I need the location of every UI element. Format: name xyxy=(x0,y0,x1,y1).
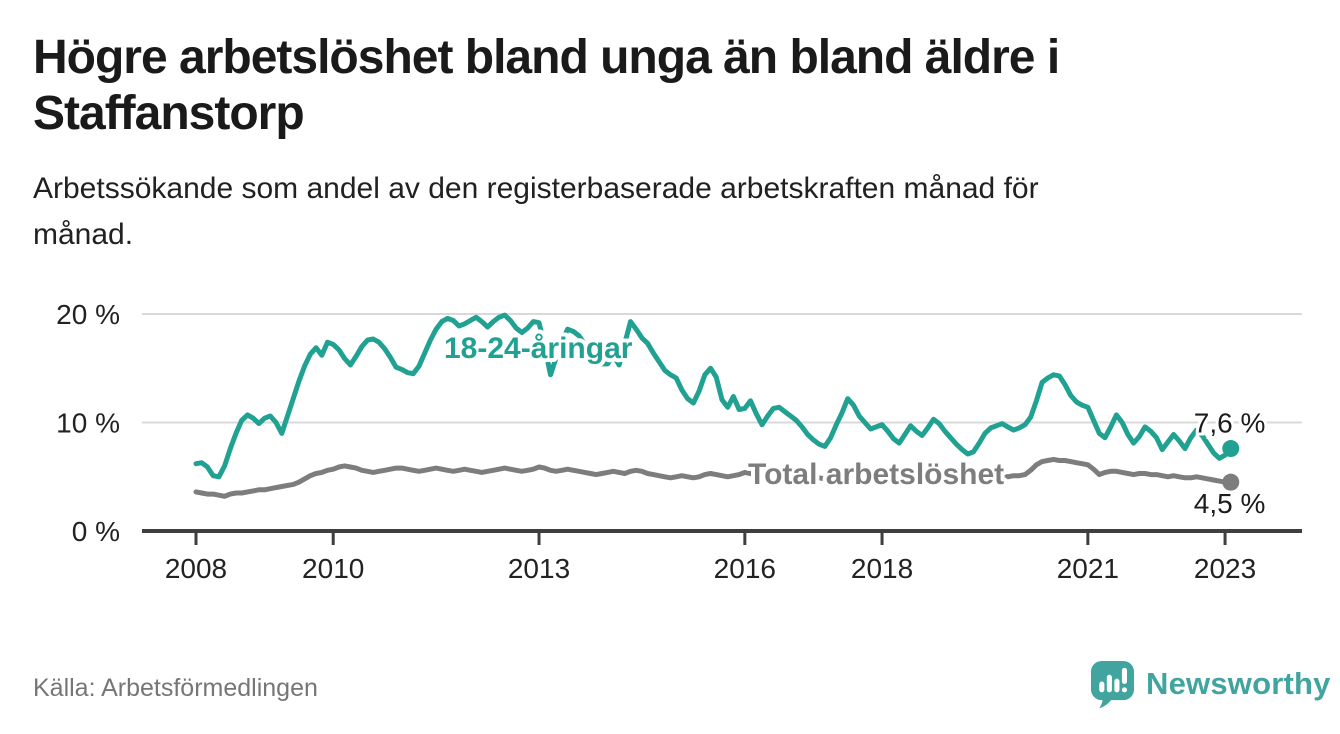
newsworthy-wordmark: Newsworthy xyxy=(1146,666,1331,701)
x-tick-label-2023: 2023 xyxy=(1194,553,1256,584)
end-dot-total xyxy=(1222,473,1240,491)
series-line-total-arbetsl-shet xyxy=(193,456,1234,499)
series-label-total: Total arbetslöshet xyxy=(748,458,1004,491)
page-title-line-2: Staffanstorp xyxy=(33,87,305,140)
page-title-line-1: Högre arbetslöshet bland unga än bland ä… xyxy=(33,31,1060,84)
series-label-youth: 18-24-åringar xyxy=(444,332,633,365)
y-tick-label-10: 10 % xyxy=(56,408,120,439)
page-subtitle: Arbetssökande som andel av den registerb… xyxy=(33,166,1039,258)
newsworthy-logo: Newsworthy xyxy=(1089,656,1331,712)
y-tick-label-0: 0 % xyxy=(72,516,120,547)
end-value-label-total: 4,5 % xyxy=(1194,488,1266,519)
bar-chart-glyph xyxy=(1099,667,1127,693)
x-tick-label-2018: 2018 xyxy=(851,553,913,584)
end-dot-youth xyxy=(1222,440,1240,458)
page-subtitle-line-2: månad. xyxy=(33,218,134,251)
page-subtitle-line-1: Arbetssökande som andel av den registerb… xyxy=(33,172,1039,205)
newsworthy-bubble-icon xyxy=(1090,660,1135,709)
x-tick-label-2021: 2021 xyxy=(1057,553,1119,584)
series-line-18-24-ringar xyxy=(193,312,1234,480)
x-tick-label-2016: 2016 xyxy=(714,553,776,584)
x-tick-label-2010: 2010 xyxy=(302,553,364,584)
end-value-label-youth: 7,6 % xyxy=(1194,408,1266,439)
x-tick-label-2008: 2008 xyxy=(165,553,227,584)
y-tick-label-20: 20 % xyxy=(56,299,120,330)
source-note: Källa: Arbetsförmedlingen xyxy=(33,674,318,702)
x-tick-label-2013: 2013 xyxy=(508,553,570,584)
page-title: Högre arbetslöshet bland unga än bland ä… xyxy=(33,30,1060,142)
